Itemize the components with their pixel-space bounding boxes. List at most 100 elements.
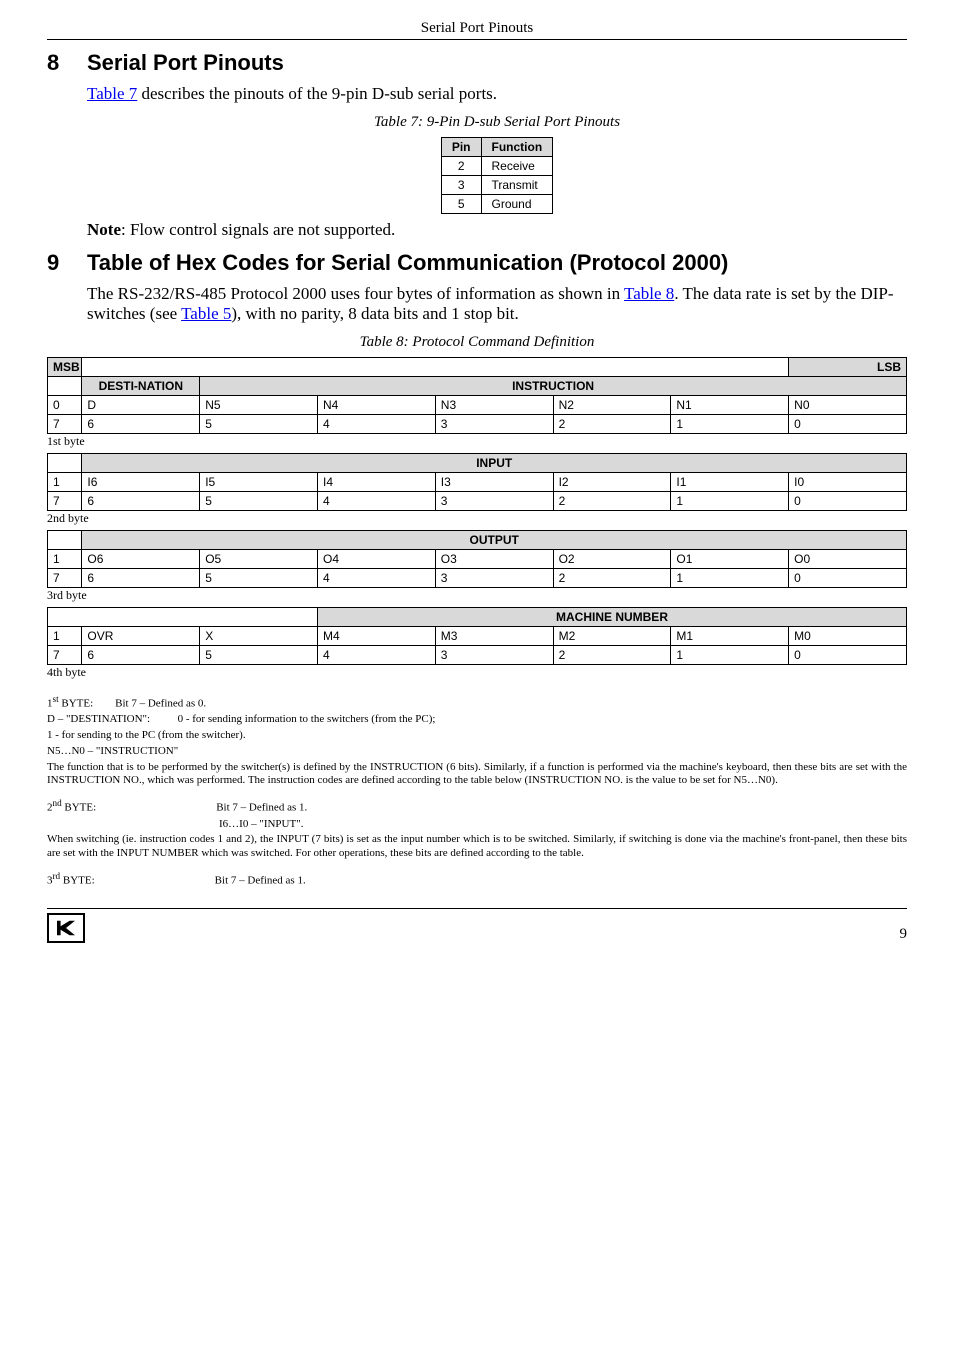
cell: N5 (200, 396, 318, 415)
lsb-label: LSB (789, 358, 907, 377)
cell: 1 (48, 550, 82, 569)
cell: 5 (200, 492, 318, 511)
cell: 5 (200, 646, 318, 665)
sec8-intro: Table 7 describes the pinouts of the 9-p… (87, 84, 907, 104)
table8-caption: Table 8: Protocol Command Definition (47, 334, 907, 351)
cell: 7 (48, 569, 82, 588)
cell: 1 (48, 627, 82, 646)
cell: 7 (48, 415, 82, 434)
page-footer: 9 (47, 913, 907, 943)
cell: OVR (82, 627, 200, 646)
instruction-header: INSTRUCTION (200, 377, 907, 396)
cell: 3 (435, 492, 553, 511)
cell: 3 (435, 415, 553, 434)
protocol-table-byte2: INPUT 1I6I5I4I3I2I1I0 76543210 (47, 453, 907, 511)
cell: O1 (671, 550, 789, 569)
cell: 1 (671, 646, 789, 665)
cell: 5 (200, 569, 318, 588)
machine-number-header: MACHINE NUMBER (317, 608, 906, 627)
cell: I4 (317, 473, 435, 492)
table-row: 76543210 (48, 415, 907, 434)
section-9-heading: 9 Table of Hex Codes for Serial Communic… (47, 250, 907, 276)
cell: I6 (82, 473, 200, 492)
cell: M3 (435, 627, 553, 646)
section-8-number: 8 (47, 50, 87, 76)
cell: I0 (789, 473, 907, 492)
top-rule (47, 39, 907, 40)
note-label: Note (87, 220, 121, 239)
sec8-intro-b: describes the pinouts of the 9-pin D-sub… (137, 84, 497, 103)
table-row: 5Ground (441, 195, 552, 214)
pin-cell: 5 (441, 195, 481, 214)
table7-caption: Table 7: 9-Pin D-sub Serial Port Pinouts (87, 114, 907, 131)
cell: 0 (789, 569, 907, 588)
cell: 0 (789, 415, 907, 434)
table-row: 76543210 (48, 492, 907, 511)
cell: O6 (82, 550, 200, 569)
fine-line: The function that is to be performed by … (47, 761, 907, 789)
msb-label: MSB (48, 358, 82, 377)
cell: 4 (317, 492, 435, 511)
cell: 6 (82, 569, 200, 588)
table-row: 0DN5N4N3N2N1N0 (48, 396, 907, 415)
protocol-table-byte4: MACHINE NUMBER 1OVRXM4M3M2M1M0 76543210 (47, 607, 907, 665)
byte4-label: 4th byte (47, 665, 907, 680)
byte2-label: 2nd byte (47, 511, 907, 526)
fine-line: N5…N0 – "INSTRUCTION" (47, 745, 907, 759)
byte2-sup: nd (53, 798, 62, 808)
byte2-label-text: BYTE: (62, 802, 97, 814)
fine-print: 1st BYTE: Bit 7 – Defined as 0. D – "DES… (47, 694, 907, 888)
cell: 2 (553, 415, 671, 434)
cell: M0 (789, 627, 907, 646)
table8-link[interactable]: Table 8 (624, 284, 674, 303)
cell: I3 (435, 473, 553, 492)
output-header: OUTPUT (82, 531, 907, 550)
byte1-label: 1st byte (47, 434, 907, 449)
pin-head-pin: Pin (441, 138, 481, 157)
cell: 1 (671, 415, 789, 434)
cell: 1 (671, 492, 789, 511)
cell: 2 (553, 569, 671, 588)
section-8-title: Serial Port Pinouts (87, 50, 284, 76)
section-9-number: 9 (47, 250, 87, 276)
cell: 0 (48, 396, 82, 415)
cell: N3 (435, 396, 553, 415)
kramer-logo-icon (47, 913, 85, 943)
table-row: 3Transmit (441, 176, 552, 195)
cell: 6 (82, 646, 200, 665)
cell: M2 (553, 627, 671, 646)
byte3-label-text: BYTE: (60, 874, 95, 886)
cell: 3 (435, 569, 553, 588)
cell: M1 (671, 627, 789, 646)
cell: 0 (789, 646, 907, 665)
cell: O5 (200, 550, 318, 569)
cell: 6 (82, 492, 200, 511)
cell: 1 (48, 473, 82, 492)
byte3-label: 3rd byte (47, 588, 907, 603)
bottom-rule (47, 908, 907, 909)
table-row: 1OVRXM4M3M2M1M0 (48, 627, 907, 646)
cell: N4 (317, 396, 435, 415)
cell: I5 (200, 473, 318, 492)
byte3-text: Bit 7 – Defined as 1. (215, 874, 306, 886)
running-header: Serial Port Pinouts (47, 20, 907, 37)
pin-cell: 2 (441, 157, 481, 176)
cell: 6 (82, 415, 200, 434)
table-row: 1I6I5I4I3I2I1I0 (48, 473, 907, 492)
pin-head-func: Function (481, 138, 553, 157)
cell: M4 (317, 627, 435, 646)
cell: 7 (48, 646, 82, 665)
cell: N1 (671, 396, 789, 415)
cell: I2 (553, 473, 671, 492)
pin-cell: Ground (481, 195, 553, 214)
table5-link[interactable]: Table 5 (181, 304, 231, 323)
table7-link[interactable]: Table 7 (87, 84, 137, 103)
cell: 4 (317, 415, 435, 434)
cell: O2 (553, 550, 671, 569)
sec9-intro: The RS-232/RS-485 Protocol 2000 uses fou… (87, 284, 907, 324)
protocol-table-byte3: OUTPUT 1O6O5O4O3O2O1O0 76543210 (47, 530, 907, 588)
cell: 2 (553, 492, 671, 511)
byte1-text: BYTE: Bit 7 – Defined as 0. (59, 698, 207, 710)
cell: 1 (671, 569, 789, 588)
cell: 3 (435, 646, 553, 665)
